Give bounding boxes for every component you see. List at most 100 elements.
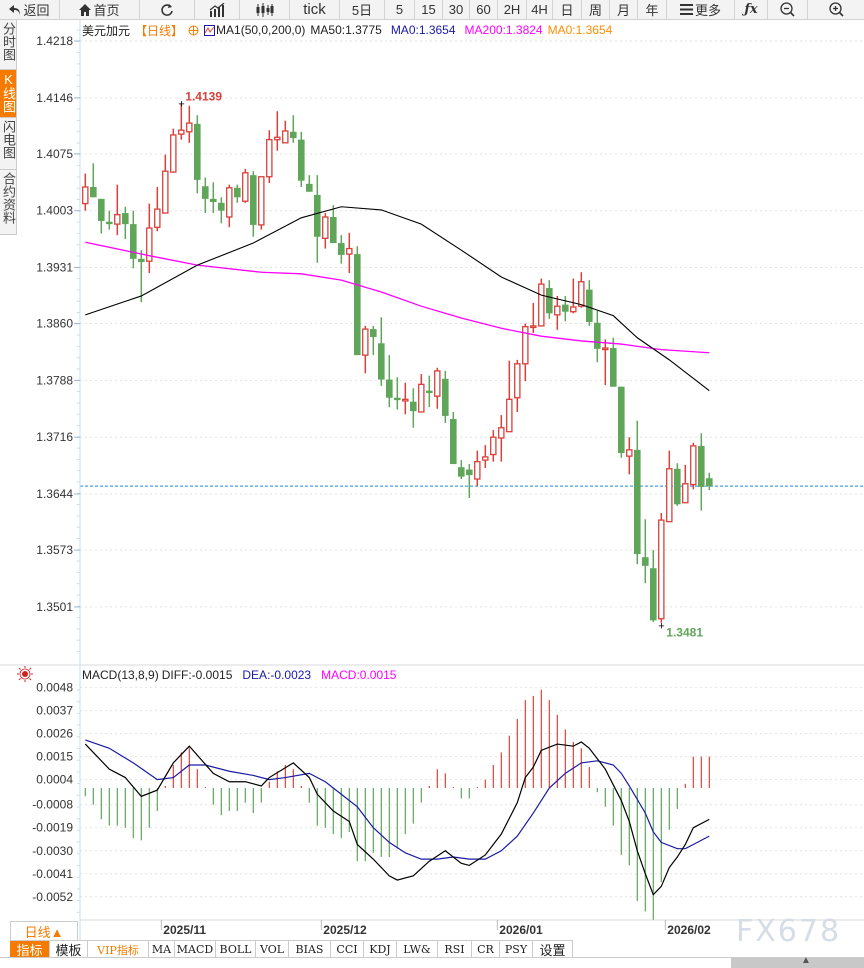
side-tab-timeshare[interactable]: 分时图 xyxy=(0,20,16,70)
candle-body xyxy=(490,436,497,456)
home-button[interactable]: 首页 xyxy=(60,0,140,19)
candle xyxy=(538,278,545,327)
date-label: 2026/01 xyxy=(499,923,543,937)
tab-templates[interactable]: 模板 xyxy=(50,941,88,959)
line-chart-button[interactable] xyxy=(195,0,240,19)
dea-line xyxy=(85,739,710,860)
diff-line xyxy=(84,741,710,896)
candle xyxy=(402,382,409,415)
candle-body xyxy=(386,379,393,398)
price-tick-label: 1.3573 xyxy=(36,543,73,557)
candle-body xyxy=(474,461,481,480)
date-label: 2025/11 xyxy=(163,923,206,937)
candle-body xyxy=(682,483,689,504)
candle xyxy=(282,120,289,144)
tab-label: 模板 xyxy=(55,944,82,959)
scrollbar-thumb[interactable]: ▲ xyxy=(731,955,864,968)
candle-body xyxy=(522,326,529,365)
zoom-in-button[interactable] xyxy=(808,0,864,19)
tab-psy[interactable]: PSY xyxy=(500,941,533,958)
candle-body xyxy=(570,306,577,313)
tab-bias[interactable]: BIAS xyxy=(289,941,331,958)
more-button[interactable]: 更多 xyxy=(667,0,735,19)
candle-body xyxy=(154,208,161,228)
candle-body xyxy=(530,325,537,329)
candle-body xyxy=(362,328,369,356)
side-tab-contract-info[interactable]: 合约资料 xyxy=(0,170,16,235)
add-indicator-icon[interactable] xyxy=(188,25,199,36)
candle xyxy=(458,460,465,480)
tab-rsi[interactable]: RSI xyxy=(438,941,472,958)
back-button[interactable]: 返回 xyxy=(0,0,60,19)
candle xyxy=(106,210,113,230)
tab-lwr[interactable]: LW& xyxy=(397,941,438,958)
candle-body xyxy=(634,449,641,555)
period-30-button[interactable]: 30 xyxy=(443,0,470,19)
candle-body xyxy=(506,398,513,433)
zoom-out-button[interactable] xyxy=(768,0,808,19)
period-label: 60 xyxy=(476,2,491,17)
candle-body xyxy=(642,557,649,566)
tab-vol[interactable]: VOL xyxy=(256,941,289,958)
macd-value: MACD:0.0015 xyxy=(321,668,397,682)
tab-settings[interactable]: 设置 xyxy=(533,941,573,959)
period-selector-label: 日线▲ xyxy=(24,924,64,940)
candle xyxy=(618,386,625,458)
candle-body xyxy=(450,419,457,465)
period-week-button[interactable]: 周 xyxy=(582,0,610,19)
candle-body xyxy=(546,288,553,314)
candlestick-button[interactable] xyxy=(240,0,290,19)
refresh-button[interactable] xyxy=(140,0,195,19)
price-tick-label: 1.4218 xyxy=(36,34,73,48)
tab-indicators[interactable]: 指标 xyxy=(10,941,50,959)
menu-icon xyxy=(679,4,693,15)
indicator-tabs: 指标 模板 VIP指标 MA MACD BOLL VOL BIAS CCI KD… xyxy=(10,940,573,959)
candle xyxy=(442,370,449,424)
candle xyxy=(322,213,329,249)
side-tab-flash[interactable]: 闪电图 xyxy=(0,118,16,170)
candle-body xyxy=(586,289,593,322)
candle-body xyxy=(234,187,241,198)
refresh-icon xyxy=(161,3,173,16)
period-label: 周 xyxy=(588,3,602,18)
period-month-button[interactable]: 月 xyxy=(610,0,638,19)
candle-body xyxy=(578,281,585,307)
period-year-button[interactable]: 年 xyxy=(638,0,667,19)
period-15-button[interactable]: 15 xyxy=(415,0,443,19)
period-day-button[interactable]: 日 xyxy=(553,0,582,19)
tab-kdj[interactable]: KDJ xyxy=(364,941,397,958)
tab-ma[interactable]: MA xyxy=(149,941,175,958)
candle-body xyxy=(138,258,145,262)
candle-body xyxy=(706,478,713,487)
period-selector[interactable]: 日线▲ xyxy=(10,921,78,940)
candle xyxy=(338,235,345,264)
tab-vip-indicators[interactable]: VIP指标 xyxy=(88,941,149,958)
candle-body xyxy=(594,322,601,349)
candle xyxy=(250,171,257,237)
candle xyxy=(578,272,585,308)
tick-button[interactable]: tick xyxy=(290,0,340,19)
tab-cci[interactable]: CCI xyxy=(331,941,364,958)
five-day-button[interactable]: 5日 xyxy=(340,0,385,19)
period-60-button[interactable]: 60 xyxy=(470,0,498,19)
ma-indicator-icon[interactable] xyxy=(204,24,216,36)
candle-body xyxy=(618,386,625,453)
tab-boll[interactable]: BOLL xyxy=(216,941,256,958)
period-4h-button[interactable]: 4H xyxy=(527,0,553,19)
expand-up-icon[interactable]: ▲ xyxy=(801,955,811,966)
tab-cr[interactable]: CR xyxy=(472,941,500,958)
macd-tick-label: 0.0037 xyxy=(36,704,73,718)
candle xyxy=(586,280,593,326)
period-5-button[interactable]: 5 xyxy=(385,0,415,19)
candle xyxy=(634,420,641,565)
candle xyxy=(146,203,153,274)
indicator-settings-icon[interactable] xyxy=(17,666,33,682)
period-2h-button[interactable]: 2H xyxy=(498,0,527,19)
formula-button[interactable]: ƒx xyxy=(735,0,768,19)
tab-macd[interactable]: MACD xyxy=(175,941,216,958)
candle-body xyxy=(538,283,545,327)
side-tab-kline[interactable]: K线图 xyxy=(0,70,16,118)
candle-body xyxy=(226,187,233,218)
candle-body xyxy=(322,216,329,239)
